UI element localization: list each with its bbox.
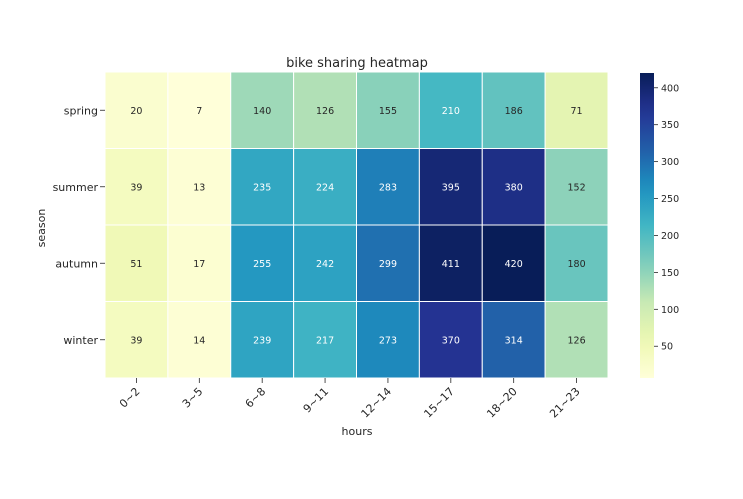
cell-value-label: 242 bbox=[316, 259, 334, 270]
cell-value-label: 20 bbox=[130, 106, 142, 117]
heatmap-cell bbox=[544, 224, 609, 302]
cell-value-label: 273 bbox=[379, 335, 397, 346]
heatmap-cell bbox=[230, 71, 295, 149]
y-axis: spring summer autumn winter bbox=[53, 104, 105, 347]
heatmap-cell bbox=[356, 301, 420, 379]
heatmap-cell bbox=[230, 224, 295, 302]
y-tick-label: autumn bbox=[55, 257, 98, 270]
colorbar: 50 100 150 200 250 300 350 400 bbox=[640, 73, 679, 378]
chart-title: bike sharing heatmap bbox=[286, 56, 428, 71]
colorbar-gradient bbox=[640, 73, 654, 378]
x-axis-label: hours bbox=[342, 425, 373, 438]
y-tick-label: summer bbox=[53, 181, 99, 194]
cell-value-label: 13 bbox=[193, 182, 205, 193]
cell-value-label: 255 bbox=[253, 259, 271, 270]
colorbar-tick-label: 300 bbox=[661, 157, 679, 168]
cell-value-label: 299 bbox=[379, 259, 397, 270]
colorbar-tick-label: 100 bbox=[661, 305, 679, 316]
heatmap-cell bbox=[293, 148, 357, 226]
cell-value-label: 314 bbox=[505, 335, 523, 346]
y-tick-label: winter bbox=[63, 334, 98, 347]
heatmap-cell bbox=[167, 224, 232, 302]
y-tick-label: spring bbox=[64, 104, 98, 117]
cell-value-label: 186 bbox=[505, 106, 523, 117]
cell-value-label: 155 bbox=[379, 106, 397, 117]
cell-value-label: 180 bbox=[567, 259, 585, 270]
cell-value-label: 126 bbox=[316, 106, 334, 117]
cell-value-label: 126 bbox=[567, 335, 585, 346]
heatmap-cell bbox=[418, 71, 483, 149]
heatmap-cell bbox=[356, 224, 420, 302]
cell-value-label: 283 bbox=[379, 182, 397, 193]
cell-value-label: 411 bbox=[442, 259, 460, 270]
cell-value-label: 152 bbox=[567, 182, 585, 193]
x-tick-label: 6~8 bbox=[243, 385, 269, 411]
x-tick-label: 9~11 bbox=[301, 385, 332, 416]
cell-value-label: 420 bbox=[505, 259, 523, 270]
heatmap-cell bbox=[104, 71, 169, 149]
heatmap-cell bbox=[167, 71, 232, 149]
cell-value-label: 395 bbox=[442, 182, 460, 193]
heatmap-cell bbox=[167, 148, 232, 226]
heatmap-cell bbox=[544, 148, 609, 226]
heatmap-cells: 20 7 140 126 155 210 186 71 39 13 235 224 283 395 380 1… bbox=[104, 71, 609, 379]
y-axis-label: season bbox=[35, 209, 48, 248]
colorbar-tick-label: 400 bbox=[661, 83, 679, 94]
colorbar-tick-label: 200 bbox=[661, 231, 679, 242]
heatmap-cell bbox=[544, 71, 609, 149]
cell-value-label: 14 bbox=[193, 335, 205, 346]
x-tick-label: 18~20 bbox=[484, 385, 520, 421]
cell-value-label: 380 bbox=[505, 182, 523, 193]
cell-value-label: 51 bbox=[130, 259, 142, 270]
cell-value-label: 39 bbox=[130, 182, 142, 193]
heatmap-cell bbox=[418, 224, 483, 302]
cell-value-label: 39 bbox=[130, 335, 142, 346]
heatmap-cell bbox=[293, 71, 357, 149]
cell-value-label: 235 bbox=[253, 182, 271, 193]
heatmap-cell bbox=[293, 301, 357, 379]
heatmap-cell bbox=[481, 301, 546, 379]
x-tick-label: 21~23 bbox=[547, 385, 583, 421]
x-tick-label: 15~17 bbox=[421, 385, 457, 421]
cell-value-label: 210 bbox=[442, 106, 460, 117]
colorbar-tick-label: 50 bbox=[661, 342, 673, 353]
colorbar-tick-label: 350 bbox=[661, 120, 679, 131]
x-tick-label: 3~5 bbox=[180, 385, 206, 411]
cell-value-label: 7 bbox=[196, 106, 202, 117]
heatmap-cell bbox=[481, 224, 546, 302]
cell-value-label: 370 bbox=[442, 335, 460, 346]
cell-value-label: 17 bbox=[193, 259, 205, 270]
cell-value-label: 217 bbox=[316, 335, 334, 346]
heatmap-cell bbox=[293, 224, 357, 302]
x-tick-label: 0~2 bbox=[117, 385, 143, 411]
cell-value-label: 71 bbox=[571, 106, 583, 117]
cell-value-label: 140 bbox=[253, 106, 271, 117]
heatmap-cell bbox=[230, 301, 295, 379]
x-tick-label: 12~14 bbox=[359, 385, 395, 421]
heatmap-cell bbox=[418, 148, 483, 226]
heatmap-cell bbox=[104, 301, 169, 379]
colorbar-tick-label: 250 bbox=[661, 194, 679, 205]
cell-value-label: 239 bbox=[253, 335, 271, 346]
cell-value-label: 224 bbox=[316, 182, 334, 193]
colorbar-tick-label: 150 bbox=[661, 268, 679, 279]
x-axis: 0~2 3~5 6~8 9~11 12~14 15~17 18~20 21~23 bbox=[117, 378, 583, 420]
